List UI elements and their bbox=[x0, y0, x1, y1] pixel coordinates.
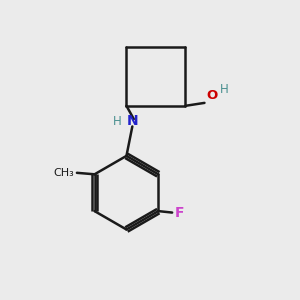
Text: O: O bbox=[206, 89, 217, 102]
Text: N: N bbox=[127, 114, 138, 128]
Text: H: H bbox=[113, 115, 122, 128]
Text: CH₃: CH₃ bbox=[54, 168, 74, 178]
Text: H: H bbox=[220, 82, 229, 95]
Text: F: F bbox=[175, 206, 184, 220]
